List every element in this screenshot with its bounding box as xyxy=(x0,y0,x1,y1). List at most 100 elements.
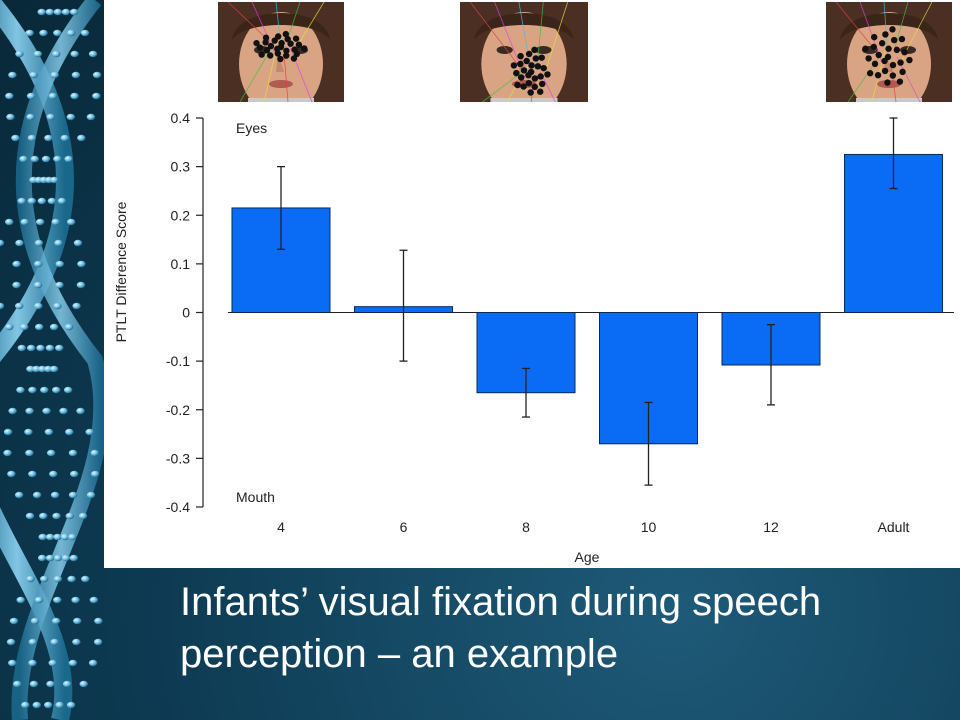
dna-bead xyxy=(29,680,39,688)
fixation-point xyxy=(290,55,298,62)
dna-bead xyxy=(62,680,72,688)
dna-bead xyxy=(72,302,81,310)
dna-bead xyxy=(53,596,62,604)
caption-line-2: perception – an example xyxy=(180,632,619,676)
dna-bead xyxy=(20,218,29,226)
fixation-point xyxy=(267,42,275,50)
scanpath-line xyxy=(283,52,289,102)
dna-bead xyxy=(65,428,74,436)
fixation-point xyxy=(284,35,291,43)
dna-bead xyxy=(9,617,19,625)
dna-bead xyxy=(80,29,90,37)
dna-bead xyxy=(70,92,79,100)
dna-bead xyxy=(14,491,24,499)
dna-bead xyxy=(45,554,55,562)
dna-bead xyxy=(64,155,73,163)
fixation-point xyxy=(253,39,260,47)
dna-bead xyxy=(40,386,49,394)
dna-bead xyxy=(53,155,62,163)
fixation-point xyxy=(532,55,540,62)
dna-bead xyxy=(26,92,36,100)
fixation-point xyxy=(874,71,882,79)
dna-bead xyxy=(50,491,60,499)
fixation-point xyxy=(531,75,539,82)
dna-bead xyxy=(77,134,86,142)
dna-bead xyxy=(34,302,43,310)
dna-bead xyxy=(25,29,34,37)
fixation-point xyxy=(885,45,892,52)
fixation-point xyxy=(520,83,527,90)
dna-bead xyxy=(28,638,38,646)
dna-bead xyxy=(73,617,82,625)
dna-bead xyxy=(68,491,78,499)
fixation-point xyxy=(295,41,303,48)
dna-bead xyxy=(30,617,40,625)
dna-bead xyxy=(3,428,13,436)
dna-bead xyxy=(5,218,14,226)
dna-bead xyxy=(60,533,70,541)
fixation-point xyxy=(525,71,532,79)
dna-bead xyxy=(92,71,102,79)
dna-bead xyxy=(8,659,17,667)
dna-bead xyxy=(55,260,65,268)
x-tick-label-Adult: Adult xyxy=(878,519,910,535)
dna-bead xyxy=(34,596,44,604)
dna-bead xyxy=(50,638,59,646)
annotation-eyes: Eyes xyxy=(236,120,267,136)
dna-bead xyxy=(0,239,5,247)
dna-bead xyxy=(16,596,25,604)
dna-bead xyxy=(50,71,59,79)
dna-bead xyxy=(16,386,25,394)
slide-caption: Infants’ visual fixation during speech p… xyxy=(180,576,950,680)
fixation-point xyxy=(531,83,539,91)
dna-bead xyxy=(37,197,47,205)
dna-bead xyxy=(53,302,62,310)
dna-bead xyxy=(29,71,38,79)
dna-bead xyxy=(47,197,57,205)
fixation-point xyxy=(870,43,877,51)
fixation-point xyxy=(540,64,547,72)
dna-bead xyxy=(36,344,45,352)
dna-bead xyxy=(70,470,79,478)
face-image-8-months xyxy=(460,2,588,102)
dna-bead xyxy=(60,134,70,142)
dna-bead xyxy=(32,491,42,499)
fixation-point xyxy=(889,61,897,69)
dna-bead xyxy=(86,113,96,121)
dna-bead xyxy=(76,281,86,289)
fixation-point xyxy=(538,54,545,61)
dna-bead xyxy=(51,218,60,226)
scanpath-line xyxy=(890,62,897,102)
dna-bead xyxy=(34,260,43,268)
dna-bead xyxy=(14,302,24,310)
dna-bead xyxy=(39,575,49,583)
dna-bead xyxy=(63,386,73,394)
fixation-point xyxy=(881,67,889,75)
x-axis-label: Age xyxy=(575,549,600,565)
dna-bead xyxy=(55,281,64,289)
dna-bead xyxy=(26,113,35,121)
fixation-point xyxy=(256,44,264,51)
scanpath-line xyxy=(227,2,270,42)
dna-bead xyxy=(38,365,47,373)
dna-bead xyxy=(53,8,63,16)
dna-bead xyxy=(61,8,71,16)
fixation-point xyxy=(528,62,535,69)
scanpath-line xyxy=(542,2,569,79)
fixation-point xyxy=(896,78,904,85)
dna-bead xyxy=(85,428,94,436)
dna-bead xyxy=(38,533,47,541)
dna-bead xyxy=(67,575,76,583)
dna-bead xyxy=(33,281,43,289)
fixation-point xyxy=(882,31,889,38)
fixation-point xyxy=(292,35,300,42)
dna-bead xyxy=(45,344,55,352)
dna-bead xyxy=(53,29,62,37)
dna-bead xyxy=(3,449,12,457)
dna-bead xyxy=(94,617,103,625)
fixation-point xyxy=(301,45,308,52)
fixation-point xyxy=(267,52,274,59)
fixation-point xyxy=(534,63,542,70)
fixation-point xyxy=(871,33,878,41)
fixation-point xyxy=(513,69,520,77)
